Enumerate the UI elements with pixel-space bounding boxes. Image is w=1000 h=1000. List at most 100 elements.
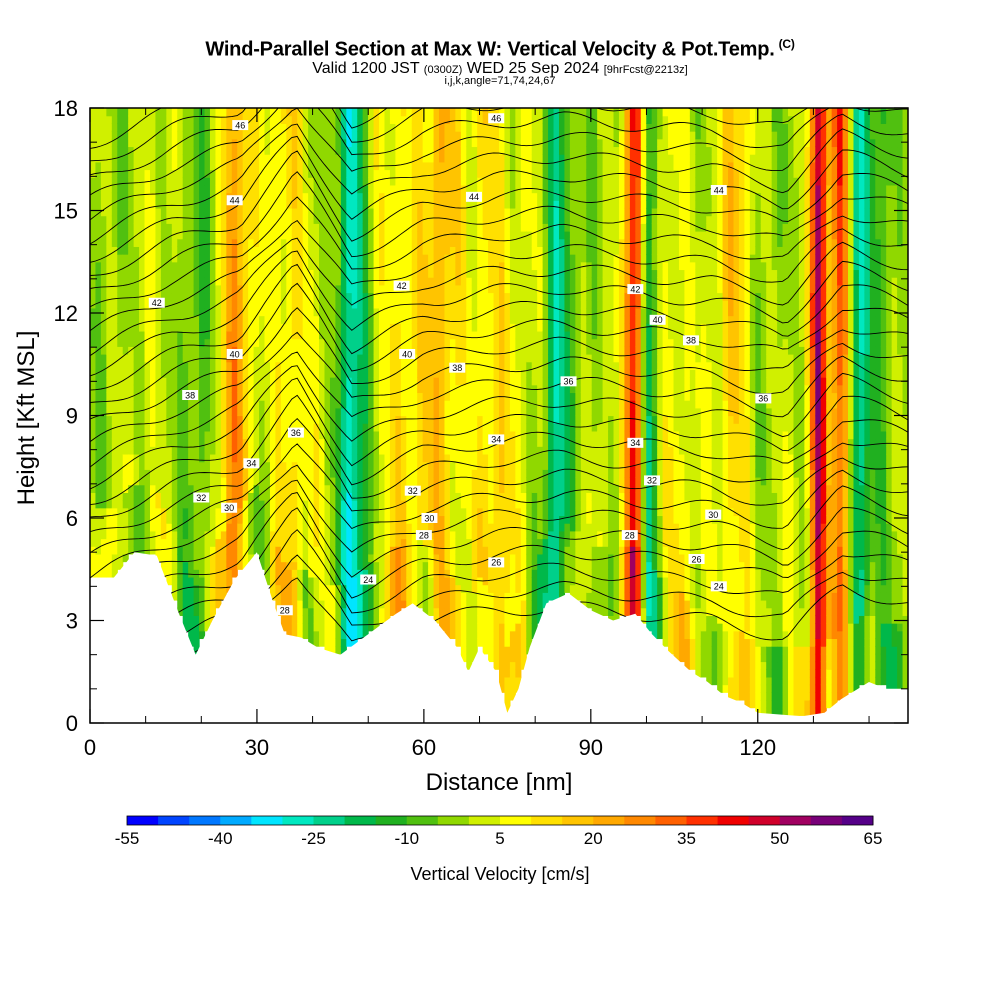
colorbar-tick-label: 5: [495, 829, 504, 848]
theta-contour: [90, 220, 908, 332]
colorbar-tick-label: 65: [864, 829, 883, 848]
contour-label-bg: [710, 185, 727, 195]
theta-contour: [90, 196, 908, 308]
contour-label: 46: [491, 114, 501, 124]
contour-label-bg: [287, 427, 304, 438]
contour-label: 26: [491, 558, 501, 568]
contour-label: 44: [714, 185, 724, 195]
colorbar-tick-label: 50: [770, 829, 789, 848]
contour-label-bg: [148, 297, 165, 308]
potential-temperature-contours: [90, 108, 908, 690]
contour-label-bg: [360, 574, 377, 585]
contour-label: 34: [630, 438, 640, 448]
contour-label: 30: [424, 513, 434, 523]
colorbar-swatch: [375, 816, 408, 825]
colorbar-swatch: [531, 816, 563, 825]
contour-label-bg: [560, 376, 577, 387]
contour-label: 40: [402, 349, 412, 359]
x-tick-label: 0: [84, 735, 96, 760]
contour-label: 28: [625, 530, 635, 540]
colorbar-swatch: [189, 816, 221, 825]
colorbar-swatch: [562, 816, 594, 825]
contour-label-bg: [627, 284, 644, 295]
contour-label: 36: [564, 377, 574, 387]
colorbar-swatch: [282, 816, 314, 825]
colorbar-swatch: [779, 816, 812, 825]
colorbar-frame: [126, 815, 874, 826]
valid-utc: (0300Z): [423, 64, 463, 76]
colorbar-swatch: [220, 816, 252, 825]
y-tick-label: 3: [66, 609, 78, 634]
theta-contour: [90, 150, 908, 276]
colorbar-swatch: [593, 816, 625, 825]
contour-label-bg: [488, 434, 505, 445]
contour-label-bg: [710, 581, 727, 592]
colorbar-tick-label: -25: [301, 829, 326, 848]
contour-label-bg: [232, 120, 249, 131]
theta-contour: [90, 377, 908, 506]
y-tick-label: 6: [66, 506, 78, 531]
colorbar-swatch: [313, 816, 346, 825]
colorbar-swatch: [468, 816, 501, 825]
contour-label-bg: [621, 530, 638, 541]
contour-label-bg: [627, 437, 644, 448]
contour-label: 24: [714, 582, 724, 592]
contour-label-bg: [193, 492, 210, 503]
contour-label: 46: [235, 120, 245, 130]
contour-label-bg: [276, 605, 293, 616]
valid-date: WED 25 Sep 2024: [466, 60, 600, 77]
contour-label-bg: [399, 349, 416, 359]
colorbar-swatch: [841, 816, 874, 825]
theta-contour: [90, 282, 908, 403]
contour-label-bg: [644, 475, 661, 486]
contour-label-bg: [649, 314, 666, 325]
contour-label: 24: [363, 575, 373, 585]
colorbar-swatch: [748, 816, 781, 825]
colorbar-swatch: [624, 816, 656, 825]
valid-time-line: Valid 1200 JST (0300Z) WED 25 Sep 2024 […: [0, 60, 1000, 78]
contour-label: 42: [152, 298, 162, 308]
contour-label: 36: [758, 394, 768, 404]
contour-label: 34: [246, 459, 256, 469]
contour-label: 40: [653, 315, 663, 325]
x-tick-label: 120: [739, 735, 776, 760]
chart-title-text: Wind-Parallel Section at Max W: Vertical…: [205, 38, 775, 61]
theta-contour: [90, 108, 388, 162]
y-tick-label: 18: [54, 96, 78, 121]
contour-label: 44: [230, 196, 240, 206]
theta-contour: [90, 108, 809, 176]
contour-label-bg: [682, 335, 699, 346]
theta-contour: [90, 123, 908, 245]
colorbar-swatch: [158, 816, 190, 825]
theta-contour: [90, 331, 908, 443]
theta-contour: [90, 351, 908, 468]
x-tick-label: 60: [412, 735, 436, 760]
y-axis-label: Height [Kft MSL]: [13, 331, 40, 506]
contour-label: 32: [196, 493, 206, 503]
theta-contour: [90, 507, 908, 632]
y-tick-label: 15: [54, 199, 78, 224]
forecast-info: [9hrFcst@2213z]: [603, 64, 688, 76]
colorbar-swatch: [686, 816, 719, 825]
colorbar-swatch: [406, 816, 439, 825]
theta-contour: [90, 479, 908, 602]
contour-label-bg: [415, 530, 432, 541]
valid-prefix: Valid 1200 JST: [312, 60, 420, 77]
contour-label-bg: [421, 513, 438, 523]
contour-label-bg: [243, 458, 260, 469]
terrain-mask: [90, 552, 908, 723]
contour-label-bg: [449, 362, 466, 373]
theta-contour: [90, 108, 908, 221]
contour-label-bg: [488, 113, 505, 124]
colorbar-swatch: [810, 816, 843, 825]
theta-contour: [90, 237, 908, 357]
contour-label: 42: [397, 281, 407, 291]
contour-label-bg: [465, 191, 482, 202]
contour-label-bg: [221, 502, 238, 513]
colorbar-swatch: [344, 816, 377, 825]
contour-label-bg: [705, 509, 722, 520]
colorbar-tick-label: 20: [584, 829, 603, 848]
theta-contour: [90, 307, 908, 420]
colorbar-swatch: [655, 816, 687, 825]
contour-label: 30: [224, 503, 234, 513]
